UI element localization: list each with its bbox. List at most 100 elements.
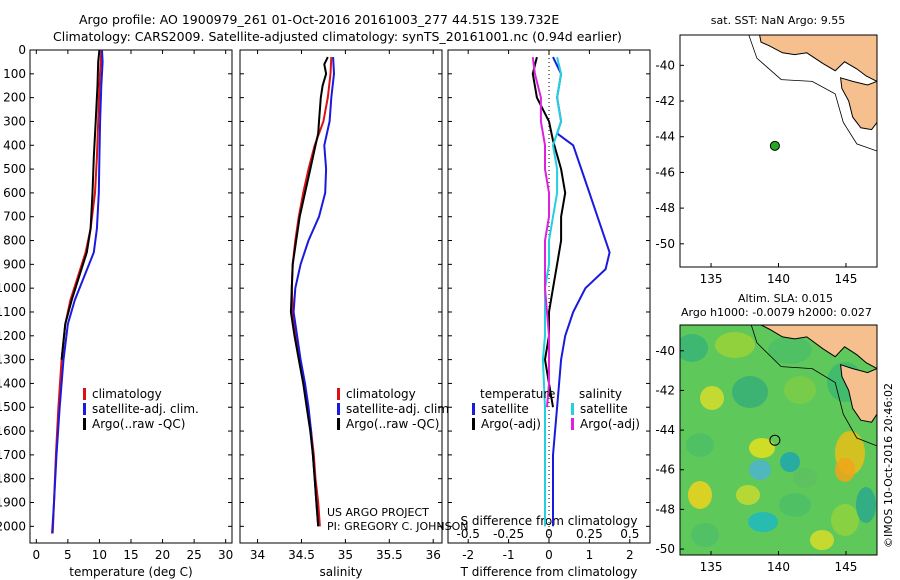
top-x-tick-label: 0 — [545, 527, 553, 541]
legend-label: satellite-adj. clim. — [346, 402, 453, 416]
x-tick-label: 2 — [626, 548, 634, 562]
heatmap-cell — [700, 386, 724, 410]
top-x-tick-label: -0.5 — [456, 527, 479, 541]
heatmap-cell — [715, 332, 755, 358]
panel-salinity: 34 34.5 35 35.5 36 salinity climatologysatelli… — [239, 49, 453, 579]
heatmap-cell — [688, 481, 712, 509]
heatmap-cell — [680, 334, 708, 362]
heatmap-cell — [691, 523, 719, 547]
x-tick-label: 35.5 — [376, 548, 403, 562]
plot-frame — [447, 49, 651, 544]
y-tick-label: -42 — [655, 383, 675, 397]
x-tick-label: 35 — [338, 548, 353, 562]
series-line-argo-raw-qc- — [60, 50, 101, 360]
legend-swatch — [83, 403, 86, 415]
y-tick-label: 300 — [3, 114, 26, 128]
heatmap-cell — [810, 530, 834, 550]
y-tick-label: 100 — [3, 67, 26, 81]
y-tick-label: 200 — [3, 91, 26, 105]
heatmap-cell — [749, 438, 775, 458]
profile-panels: 0 5 10 15 20 25 300100200300400500600700800900… — [0, 43, 651, 579]
x-tick-label: 140 — [767, 560, 790, 574]
bathymetry-contour — [750, 325, 877, 447]
series-line-s-satellite — [541, 56, 563, 527]
plot-frame — [239, 49, 443, 544]
legend-swatch — [472, 403, 475, 415]
legend-label: Argo(-adj) — [481, 417, 541, 431]
y-tick-label: -40 — [655, 58, 675, 72]
y-tick-label: 1400 — [0, 376, 26, 390]
x-tick-label: 0 — [545, 548, 553, 562]
legend-title: temperature — [480, 387, 555, 401]
series-line-t-argo-adj- — [531, 56, 567, 408]
y-tick-label: 500 — [3, 162, 26, 176]
map-subtitle: Argo h1000: -0.0079 h2000: 0.027 — [681, 306, 872, 319]
heatmap-cell — [732, 376, 768, 408]
x-tick-label: 10 — [92, 548, 107, 562]
y-tick-label: 700 — [3, 210, 26, 224]
y-tick-label: -44 — [655, 130, 675, 144]
y-tick-label: -46 — [655, 165, 675, 179]
heatmap-cell — [779, 493, 811, 517]
legend-swatch — [83, 388, 86, 400]
y-tick-label: -42 — [655, 94, 675, 108]
y-tick-label: 800 — [3, 234, 26, 248]
map-content — [680, 35, 877, 267]
y-tick-label: 400 — [3, 138, 26, 152]
map-panels: 135 140 145 -40 -42 -44 -46 -48 -50 sat. SST: NaN… — [655, 14, 878, 574]
heatmap-cell — [780, 452, 800, 472]
legend-label: satellite — [580, 402, 628, 416]
legend-swatch — [337, 403, 340, 415]
y-tick-label: 1000 — [0, 281, 26, 295]
x-tick-label: 145 — [835, 272, 858, 286]
x-tick-label: 15 — [123, 548, 138, 562]
y-tick-label: 1900 — [0, 496, 26, 510]
series-group — [51, 50, 104, 534]
x-axis-label: temperature (deg C) — [69, 565, 192, 579]
y-tick-label: -48 — [655, 201, 675, 215]
tasmania-land — [840, 77, 877, 131]
heatmap-cell — [686, 433, 714, 457]
argo-position-marker — [769, 140, 780, 151]
y-tick-label: 1300 — [0, 353, 26, 367]
y-tick-label: -44 — [655, 423, 675, 437]
panel-difference: -2 -1 0 1 2 T difference from climatology -0.5… — [447, 49, 651, 579]
y-tick-label: 1600 — [0, 424, 26, 438]
x-tick-label: 36 — [426, 548, 441, 562]
y-tick-label: 1100 — [0, 305, 26, 319]
legend-label: climatology — [346, 387, 416, 401]
legend-label: Argo(..raw -QC) — [92, 417, 185, 431]
y-tick-label: -48 — [655, 502, 675, 516]
plot-frame — [29, 49, 233, 544]
top-x-axis-label: S difference from climatology — [461, 514, 638, 528]
x-tick-label: 135 — [700, 272, 723, 286]
y-tick-label: -46 — [655, 463, 675, 477]
bathymetry-contour — [748, 35, 877, 152]
credit-pi: PI: GREGORY C. JOHNSON — [327, 520, 468, 533]
x-tick-label: 20 — [155, 548, 170, 562]
credit-project: US ARGO PROJECT — [327, 506, 429, 519]
top-x-tick-label: -0.25 — [493, 527, 524, 541]
map-title: sat. SST: NaN Argo: 9.55 — [711, 14, 845, 27]
y-tick-label: -50 — [655, 237, 675, 251]
x-axis-label: salinity — [319, 565, 362, 579]
map-title: Altim. SLA: 0.015 — [738, 292, 833, 305]
australia-land — [760, 325, 877, 370]
tasmania-land — [840, 363, 877, 423]
legend-title: salinity — [579, 387, 622, 401]
x-tick-label: 135 — [700, 560, 723, 574]
top-x-tick-label: 0.25 — [576, 527, 603, 541]
y-tick-label: 900 — [3, 257, 26, 271]
legend-label: Argo(-adj) — [580, 417, 640, 431]
legend-swatch — [337, 418, 340, 430]
x-tick-label: -1 — [503, 548, 515, 562]
heatmap-cell — [748, 512, 778, 532]
map-background — [680, 35, 877, 267]
heatmap-cell — [835, 458, 855, 482]
legend-label: satellite-adj. clim. — [92, 402, 199, 416]
y-tick-label: 1500 — [0, 400, 26, 414]
heatmap-cell — [793, 468, 817, 488]
legend-swatch — [571, 403, 574, 415]
y-tick-label: 1800 — [0, 472, 26, 486]
